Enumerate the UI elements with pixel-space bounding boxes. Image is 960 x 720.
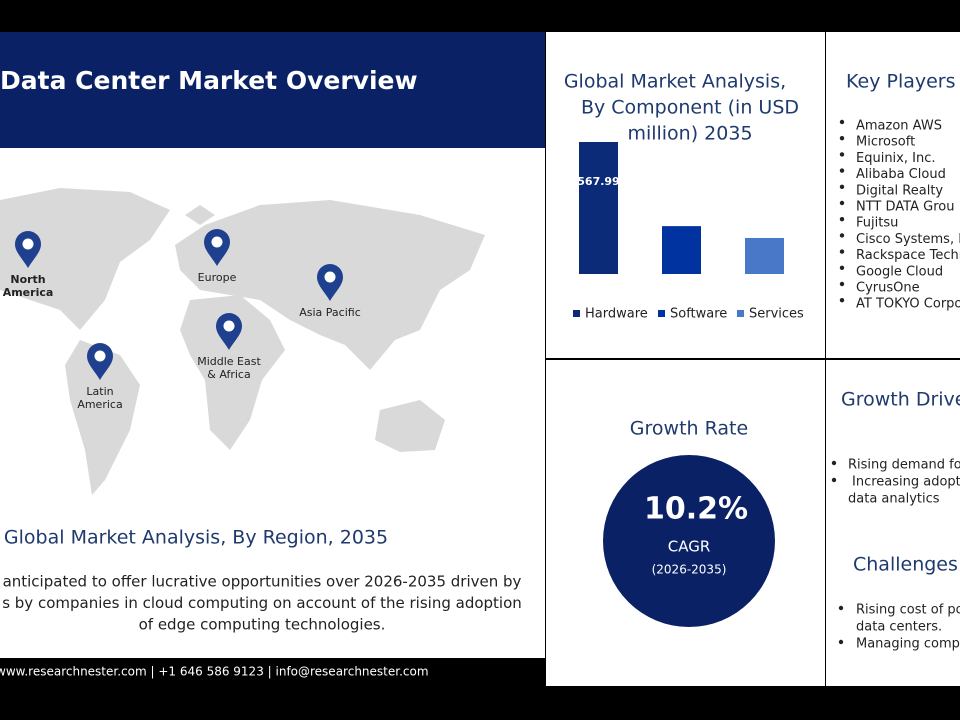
legend-label: Services [749, 307, 804, 322]
legend-swatch [737, 310, 744, 317]
drivers-panel [826, 360, 960, 686]
paragraph-line: anticipated to offer lucrative opportuni… [3, 573, 522, 591]
bullet [839, 168, 845, 173]
map-pin-dot [324, 271, 336, 283]
cagr-value: 10.2% [644, 492, 748, 527]
region-label: America [3, 286, 54, 299]
list-line: Increasing adoptio [852, 475, 960, 490]
list-line: data analytics [848, 492, 940, 507]
list-line: Rising demand fo [848, 458, 960, 473]
bullet [839, 281, 845, 287]
footer-text: www.researchnester.com | +1 646 586 9123… [0, 665, 429, 679]
paragraph-line: s by companies in cloud computing on acc… [2, 594, 522, 612]
region-label: America [77, 398, 122, 411]
player-name: Digital Realty [856, 183, 943, 198]
legend-label: Software [670, 307, 727, 322]
players-title: Key Players i [846, 71, 960, 93]
chart-title: million) 2035 [627, 123, 752, 145]
title-band [0, 32, 545, 148]
paragraph-line: of edge computing technologies. [139, 616, 386, 634]
player-name: Alibaba Cloud [856, 167, 946, 182]
region-label: & Africa [207, 368, 250, 381]
cagr-label: CAGR [668, 538, 711, 556]
player-name: AT TOKYO Corpo [856, 297, 960, 312]
cagr-period: (2026-2035) [652, 563, 727, 577]
player-name: Rackspace Techn [856, 248, 960, 263]
players-panel [826, 32, 960, 358]
player-name: Microsoft [856, 135, 915, 150]
region-label: Europe [198, 271, 237, 284]
bullet [839, 184, 845, 189]
legend-swatch [573, 310, 580, 317]
bar [662, 226, 701, 274]
drivers-title: Growth Drive [841, 389, 960, 411]
bullet [839, 136, 845, 141]
page-title: Data Center Market Overview [0, 66, 418, 95]
bullet [831, 460, 837, 466]
bullet [831, 477, 837, 483]
bullet [838, 605, 844, 611]
footer-band [0, 658, 545, 686]
bullet [839, 249, 845, 254]
chart-title: By Component (in USD [581, 97, 799, 119]
player-name: NTT DATA Grou [856, 200, 954, 215]
data-label: 567.99 [577, 175, 619, 188]
region-title: Global Market Analysis, By Region, 2035 [4, 527, 388, 549]
player-name: CyrusOne [856, 281, 920, 296]
growth-title: Growth Rate [630, 418, 748, 440]
map-pin-dot [223, 320, 235, 332]
bullet [839, 233, 845, 238]
player-name: Amazon AWS [856, 119, 942, 134]
legend-label: Hardware [585, 307, 648, 322]
map-pin-dot [22, 238, 34, 250]
list-line: Managing compl [856, 637, 960, 652]
player-name: Google Cloud [856, 264, 943, 279]
bar [745, 237, 784, 274]
bullet [839, 217, 845, 222]
region-label: Middle East [197, 355, 261, 368]
region-label: Asia Pacific [299, 306, 361, 319]
bullet [838, 639, 844, 645]
bullet [839, 265, 845, 270]
player-name: Fujitsu [856, 216, 898, 231]
bullet [839, 119, 845, 125]
bullet [839, 152, 845, 157]
player-name: Cisco Systems, In [856, 232, 960, 247]
region-label: Latin [86, 385, 113, 398]
player-name: Equinix, Inc. [856, 151, 935, 166]
challenges-title: Challenges [853, 554, 958, 576]
legend-swatch [658, 310, 665, 317]
map-pin-dot [94, 350, 106, 362]
bullet [839, 298, 845, 303]
cagr-circle [603, 455, 775, 627]
list-line: Rising cost of po [856, 603, 960, 618]
region-label: North [10, 273, 45, 286]
map-pin-dot [211, 236, 223, 248]
bullet [839, 200, 845, 206]
bar [579, 142, 618, 274]
chart-title: Global Market Analysis, [564, 71, 786, 93]
list-line: data centers. [856, 620, 942, 635]
